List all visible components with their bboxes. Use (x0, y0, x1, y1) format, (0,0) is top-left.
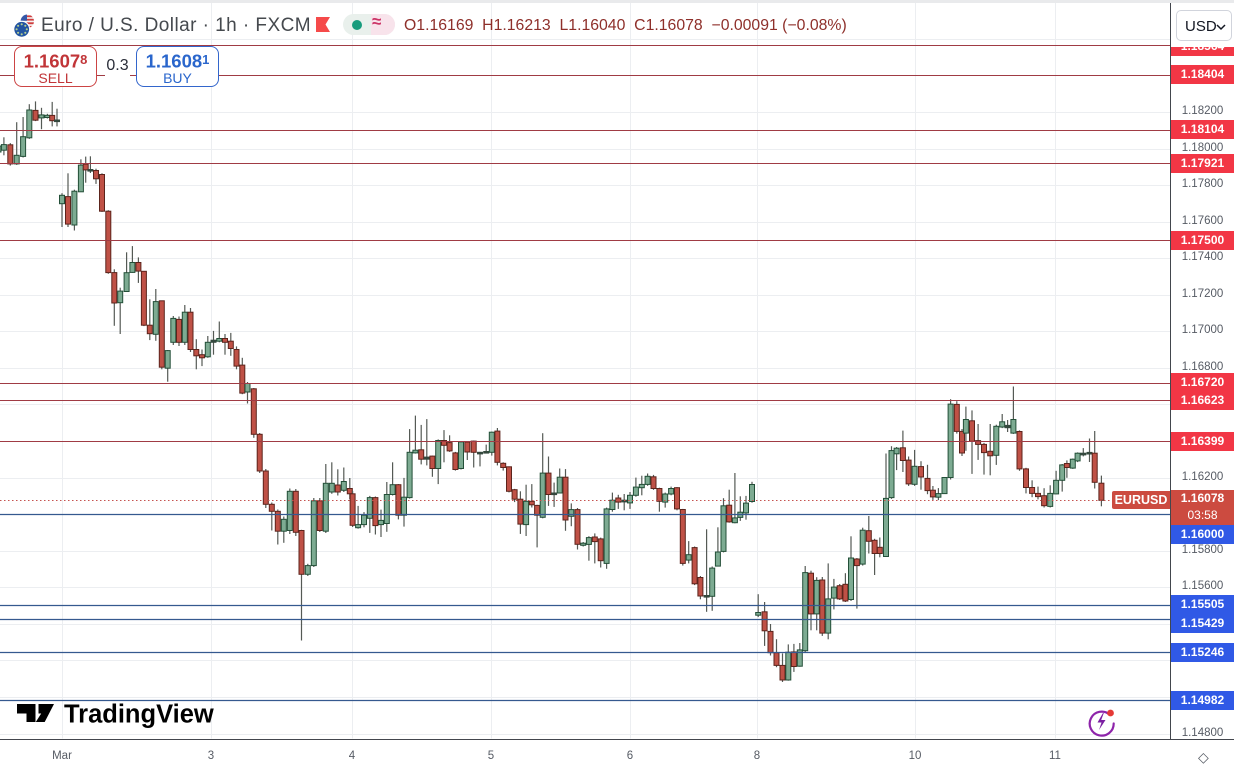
svg-text:TradingView: TradingView (64, 701, 214, 729)
